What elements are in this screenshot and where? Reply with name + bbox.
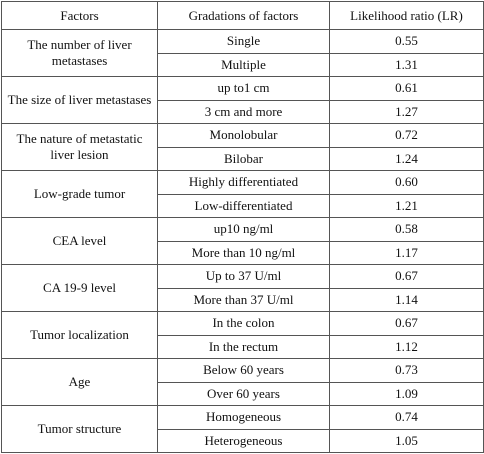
factor-cell: The nature of metastatic liver lesion bbox=[1, 123, 158, 171]
gradation-cell: More than 37 U/ml bbox=[157, 287, 330, 312]
row: Heterogeneous 1.05 bbox=[2, 428, 484, 453]
row: CEA level up10 ng/ml 0.58 bbox=[1, 217, 484, 265]
lr-cell: 1.14 bbox=[329, 287, 484, 312]
header-cell: Factors bbox=[1, 1, 158, 30]
row: Multiple 1.31 bbox=[2, 52, 484, 77]
row: Bilobar 1.24 bbox=[2, 146, 484, 171]
lr-cell: 0.67 bbox=[329, 311, 484, 336]
row: Age Below 60 years 0.73 bbox=[1, 358, 484, 406]
factor-cell: Tumor localization bbox=[1, 311, 158, 359]
gradation-cell: Heterogeneous bbox=[157, 428, 330, 453]
row: Low-differentiated 1.21 bbox=[2, 193, 484, 218]
row: In the rectum 1.12 bbox=[2, 334, 484, 359]
row: The number of liver metastases Single 0.55 bbox=[1, 29, 484, 77]
header-cell: Gradations of factors bbox=[157, 1, 330, 30]
gradation-cell: Bilobar bbox=[157, 146, 330, 171]
gradation-cell: Single bbox=[157, 29, 330, 54]
lr-cell: 1.21 bbox=[329, 193, 484, 218]
row: 3 cm and more 1.27 bbox=[2, 99, 484, 124]
gradation-cell: In the colon bbox=[157, 311, 330, 336]
factor-cell: Tumor structure bbox=[1, 405, 158, 453]
row: Tumor structure Homogeneous 0.74 bbox=[1, 405, 484, 453]
gradation-cell: Below 60 years bbox=[157, 358, 330, 383]
row: The size of liver metastases up to1 cm 0.6… bbox=[1, 76, 484, 124]
lr-cell: 1.12 bbox=[329, 334, 484, 359]
row: Low-grade tumor Highly differentiated 0.60 bbox=[1, 170, 484, 218]
row: Over 60 years 1.09 bbox=[2, 381, 484, 406]
gradation-cell: Monolobular bbox=[157, 123, 330, 148]
gradation-cell: Multiple bbox=[157, 52, 330, 77]
gradation-cell: up10 ng/ml bbox=[157, 217, 330, 242]
factor-cell: Age bbox=[1, 358, 158, 406]
gradation-cell: More than 10 ng/ml bbox=[157, 240, 330, 265]
lr-cell: 0.58 bbox=[329, 217, 484, 242]
factor-cell: Low-grade tumor bbox=[1, 170, 158, 218]
lr-cell: 0.61 bbox=[329, 76, 484, 101]
lr-cell: 0.73 bbox=[329, 358, 484, 383]
factor-cell: The number of liver metastases bbox=[1, 29, 158, 77]
lr-cell: 1.09 bbox=[329, 381, 484, 406]
lr-cell: 0.74 bbox=[329, 405, 484, 430]
row: CA 19-9 level Up to 37 U/ml 0.67 bbox=[1, 264, 484, 312]
lr-cell: 0.60 bbox=[329, 170, 484, 195]
gradation-cell: In the rectum bbox=[157, 334, 330, 359]
lr-cell: 0.55 bbox=[329, 29, 484, 54]
lr-cell: 1.31 bbox=[329, 52, 484, 77]
gradation-cell: Homogeneous bbox=[157, 405, 330, 430]
gradation-cell: Highly differentiated bbox=[157, 170, 330, 195]
lr-cell: 0.67 bbox=[329, 264, 484, 289]
gradation-cell: up to1 cm bbox=[157, 76, 330, 101]
lr-cell: 1.27 bbox=[329, 99, 484, 124]
gradation-cell: 3 cm and more bbox=[157, 99, 330, 124]
factor-cell: CA 19-9 level bbox=[1, 264, 158, 312]
lr-cell: 0.72 bbox=[329, 123, 484, 148]
gradation-cell: Up to 37 U/ml bbox=[157, 264, 330, 289]
lr-cell: 1.17 bbox=[329, 240, 484, 265]
lr-cell: 1.05 bbox=[329, 428, 484, 453]
header-cell: Likelihood ratio (LR) bbox=[329, 1, 484, 30]
factor-cell: The size of liver metastases bbox=[1, 76, 158, 124]
header-row: Factors Gradations of factors Likelihood r… bbox=[1, 1, 484, 30]
row: The nature of metastatic liver lesion Mon… bbox=[1, 123, 484, 171]
row: Tumor localization In the colon 0.67 bbox=[1, 311, 484, 359]
row: More than 10 ng/ml 1.17 bbox=[2, 240, 484, 265]
row: More than 37 U/ml 1.14 bbox=[2, 287, 484, 312]
factor-cell: CEA level bbox=[1, 217, 158, 265]
gradation-cell: Low-differentiated bbox=[157, 193, 330, 218]
lr-cell: 1.24 bbox=[329, 146, 484, 171]
gradation-cell: Over 60 years bbox=[157, 381, 330, 406]
